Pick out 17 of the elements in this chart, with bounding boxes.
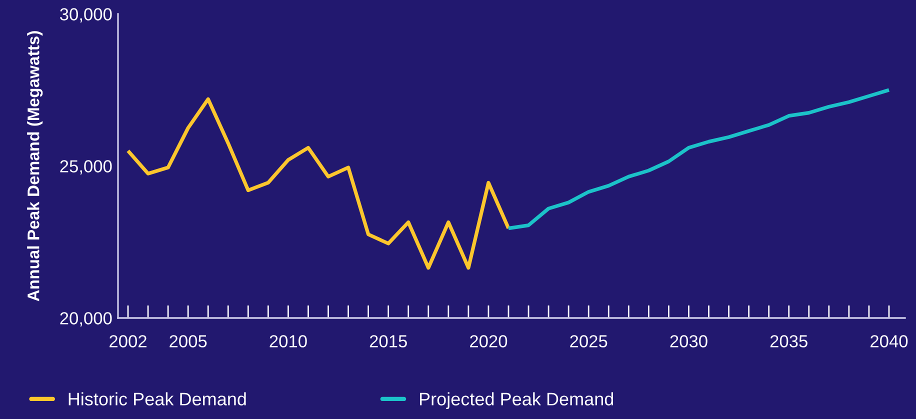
x-tick-label: 2030	[670, 335, 708, 348]
x-tick-label: 2015	[370, 335, 407, 348]
legend-label: Historic Peak Demand	[68, 392, 246, 406]
y-tick-label: 25,000	[60, 160, 112, 175]
y-tick-label: 20,000	[60, 312, 112, 327]
x-tick-label: 2002	[110, 335, 146, 348]
x-tick-label: 2020	[470, 335, 508, 348]
legend-label: Projected Peak Demand	[420, 392, 614, 410]
x-tick-label: 2005	[170, 335, 207, 348]
x-tick-label: 2040	[870, 335, 908, 348]
line-series	[126, 97, 510, 270]
x-tick-label: 2010	[270, 335, 307, 348]
y-tick-label: 30,000	[60, 8, 112, 23]
y-axis-title: Annual Peak Demand (Megawatts)	[27, 31, 43, 302]
x-tick-label: 2025	[570, 335, 608, 348]
x-tick-label: 2035	[770, 335, 808, 348]
line-series	[506, 88, 891, 230]
